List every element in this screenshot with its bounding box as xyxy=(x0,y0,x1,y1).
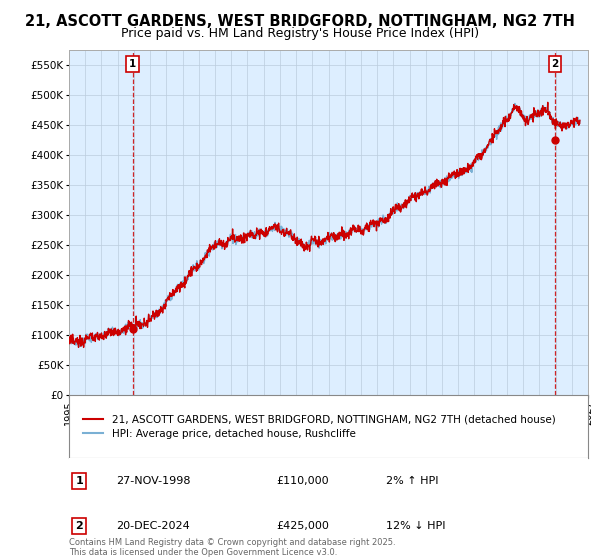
Text: 2: 2 xyxy=(551,59,559,69)
Text: £425,000: £425,000 xyxy=(277,521,329,531)
Text: 2: 2 xyxy=(76,521,83,531)
Text: 2% ↑ HPI: 2% ↑ HPI xyxy=(386,476,438,486)
Text: 21, ASCOTT GARDENS, WEST BRIDGFORD, NOTTINGHAM, NG2 7TH: 21, ASCOTT GARDENS, WEST BRIDGFORD, NOTT… xyxy=(25,14,575,29)
Text: Price paid vs. HM Land Registry's House Price Index (HPI): Price paid vs. HM Land Registry's House … xyxy=(121,27,479,40)
Text: 20-DEC-2024: 20-DEC-2024 xyxy=(116,521,190,531)
Legend: 21, ASCOTT GARDENS, WEST BRIDGFORD, NOTTINGHAM, NG2 7TH (detached house), HPI: A: 21, ASCOTT GARDENS, WEST BRIDGFORD, NOTT… xyxy=(79,411,559,442)
Text: 1: 1 xyxy=(129,59,136,69)
Text: £110,000: £110,000 xyxy=(277,476,329,486)
Text: 27-NOV-1998: 27-NOV-1998 xyxy=(116,476,190,486)
Text: 12% ↓ HPI: 12% ↓ HPI xyxy=(386,521,445,531)
Text: Contains HM Land Registry data © Crown copyright and database right 2025.
This d: Contains HM Land Registry data © Crown c… xyxy=(69,538,395,557)
Text: 1: 1 xyxy=(76,476,83,486)
